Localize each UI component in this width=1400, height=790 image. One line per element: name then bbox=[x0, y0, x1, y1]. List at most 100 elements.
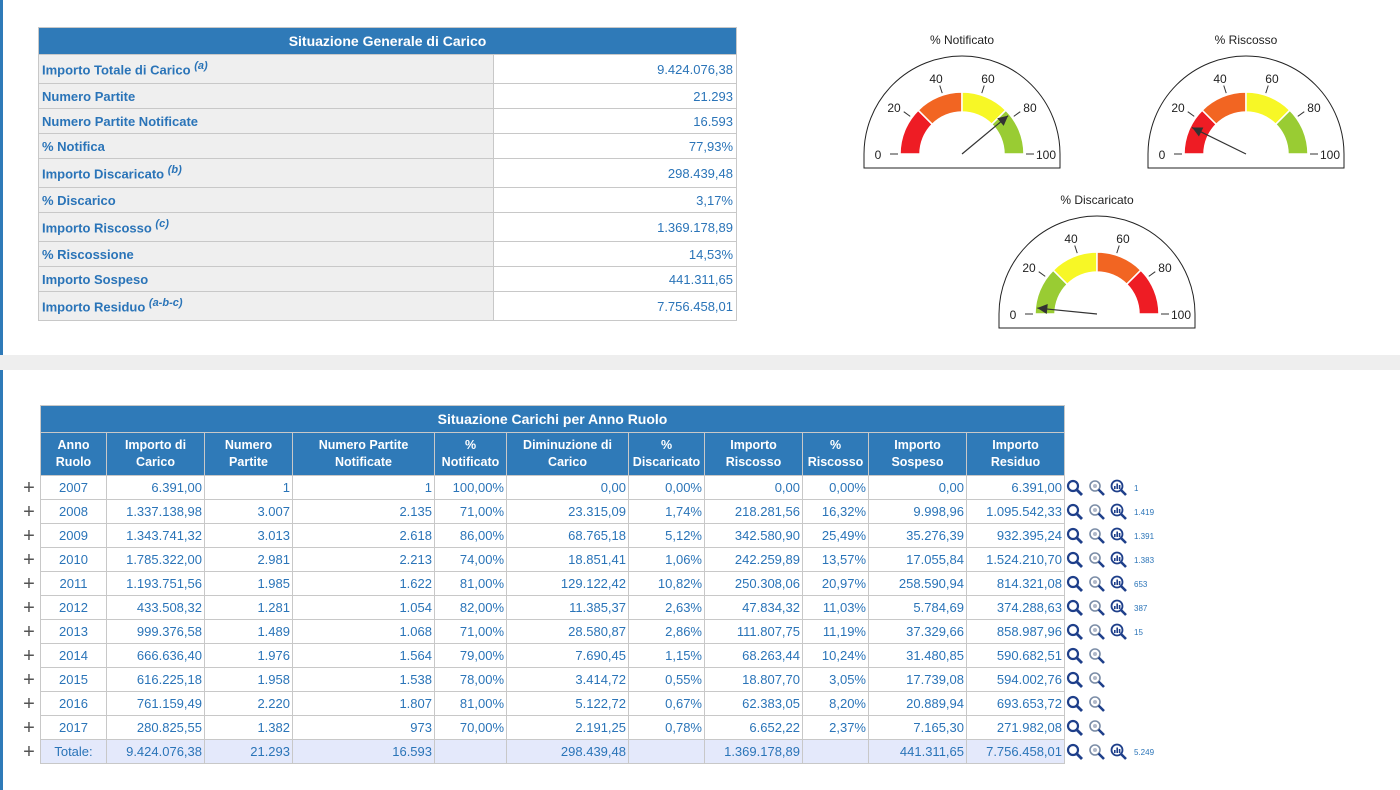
column-header[interactable]: Numero Partite bbox=[204, 432, 293, 476]
zoom-detail-icon[interactable] bbox=[1088, 551, 1106, 569]
magnifier-icon[interactable] bbox=[1066, 575, 1084, 593]
plus-icon[interactable]: + bbox=[23, 549, 35, 571]
plus-icon[interactable]: + bbox=[23, 477, 35, 499]
year-cell: 2011 bbox=[40, 571, 107, 596]
column-header[interactable]: Importo Sospeso bbox=[868, 432, 967, 476]
row-action-icons: 1.383 bbox=[1066, 548, 1154, 572]
magnifier-icon[interactable] bbox=[1066, 743, 1084, 761]
table-cell: 590.682,51 bbox=[966, 643, 1065, 668]
year-cell: 2014 bbox=[40, 643, 107, 668]
table-cell bbox=[434, 739, 507, 764]
table-cell: 1.068 bbox=[292, 619, 435, 644]
chart-magnifier-icon[interactable] bbox=[1110, 623, 1128, 641]
gauge-needle-head bbox=[1192, 127, 1204, 137]
plus-icon[interactable]: + bbox=[23, 597, 35, 619]
zoom-detail-icon[interactable] bbox=[1088, 503, 1106, 521]
table-cell: 2,63% bbox=[628, 595, 705, 620]
plus-icon[interactable]: + bbox=[23, 501, 35, 523]
zoom-detail-icon[interactable] bbox=[1088, 647, 1106, 665]
table-cell: 1 bbox=[204, 475, 293, 500]
zoom-detail-icon[interactable] bbox=[1088, 671, 1106, 689]
table-cell: 2.981 bbox=[204, 547, 293, 572]
gauge-tick bbox=[1013, 111, 1021, 117]
magnifier-icon[interactable] bbox=[1066, 695, 1084, 713]
table-cell: 11.385,37 bbox=[506, 595, 629, 620]
table-cell: 1.281 bbox=[204, 595, 293, 620]
zoom-detail-icon[interactable] bbox=[1088, 527, 1106, 545]
plus-icon[interactable]: + bbox=[23, 645, 35, 667]
column-header[interactable]: Importo Residuo bbox=[966, 432, 1065, 476]
summary-label: Importo Discaricato (b) bbox=[38, 158, 494, 188]
chart-magnifier-icon[interactable] bbox=[1110, 527, 1128, 545]
table-cell: 18.851,41 bbox=[506, 547, 629, 572]
zoom-detail-icon[interactable] bbox=[1088, 479, 1106, 497]
plus-icon[interactable]: + bbox=[23, 573, 35, 595]
plus-icon[interactable]: + bbox=[23, 693, 35, 715]
chart-magnifier-icon[interactable] bbox=[1110, 479, 1128, 497]
table-cell: 86,00% bbox=[434, 523, 507, 548]
chart-magnifier-icon[interactable] bbox=[1110, 503, 1128, 521]
magnifier-icon[interactable] bbox=[1066, 647, 1084, 665]
plus-icon[interactable]: + bbox=[23, 741, 35, 763]
magnifier-icon[interactable] bbox=[1066, 719, 1084, 737]
record-count: 653 bbox=[1134, 579, 1148, 589]
table-row: 2017 280.825,55 1.382 973 70,00% 2.191,25 0,78… bbox=[40, 715, 1065, 740]
magnifier-icon[interactable] bbox=[1066, 599, 1084, 617]
summary-value: 77,93% bbox=[493, 133, 737, 159]
plus-icon[interactable]: + bbox=[23, 525, 35, 547]
table-cell: 932.395,24 bbox=[966, 523, 1065, 548]
table-cell: 37.329,66 bbox=[868, 619, 967, 644]
table-cell: 1.369.178,89 bbox=[704, 739, 803, 764]
column-header[interactable]: % Notificato bbox=[434, 432, 507, 476]
column-header[interactable]: Importo Riscosso bbox=[704, 432, 803, 476]
table-cell: 298.439,48 bbox=[506, 739, 629, 764]
table-cell: 17.055,84 bbox=[868, 547, 967, 572]
section-separator bbox=[0, 355, 1400, 370]
magnifier-icon[interactable] bbox=[1066, 671, 1084, 689]
magnifier-icon[interactable] bbox=[1066, 551, 1084, 569]
table-cell: 5.122,72 bbox=[506, 691, 629, 716]
zoom-detail-icon[interactable] bbox=[1088, 623, 1106, 641]
gauge-tick-label: 100 bbox=[1036, 148, 1056, 162]
magnifier-icon[interactable] bbox=[1066, 503, 1084, 521]
gauge-needle bbox=[1191, 127, 1247, 155]
summary-row: Importo Residuo (a-b-c) 7.756.458,01 bbox=[38, 291, 737, 321]
magnifier-icon[interactable] bbox=[1066, 623, 1084, 641]
table-cell: 1,15% bbox=[628, 643, 705, 668]
plus-icon[interactable]: + bbox=[23, 717, 35, 739]
zoom-detail-icon[interactable] bbox=[1088, 719, 1106, 737]
column-header[interactable]: Importo di Carico bbox=[106, 432, 205, 476]
summary-value: 441.311,65 bbox=[493, 266, 737, 292]
gauge-dial: 0 20 40 60 80 100 bbox=[998, 215, 1196, 329]
table-cell: 1.976 bbox=[204, 643, 293, 668]
record-count: 15 bbox=[1134, 627, 1143, 637]
row-action-icons bbox=[1066, 692, 1110, 716]
column-header[interactable]: Numero Partite Notificate bbox=[292, 432, 435, 476]
record-count: 1 bbox=[1134, 483, 1139, 493]
gauge-needle bbox=[961, 115, 1009, 155]
plus-icon[interactable]: + bbox=[23, 669, 35, 691]
column-header[interactable]: % Discaricato bbox=[628, 432, 705, 476]
gauge-tick-label: 60 bbox=[1265, 72, 1279, 86]
column-header[interactable]: % Riscosso bbox=[802, 432, 869, 476]
table-row: 2011 1.193.751,56 1.985 1.622 81,00% 129.122,… bbox=[40, 571, 1065, 596]
zoom-detail-icon[interactable] bbox=[1088, 743, 1106, 761]
chart-magnifier-icon[interactable] bbox=[1110, 575, 1128, 593]
chart-magnifier-icon[interactable] bbox=[1110, 743, 1128, 761]
zoom-detail-icon[interactable] bbox=[1088, 599, 1106, 617]
zoom-detail-icon[interactable] bbox=[1088, 695, 1106, 713]
gauge-tick bbox=[1265, 85, 1269, 94]
table-cell: 2.220 bbox=[204, 691, 293, 716]
chart-magnifier-icon[interactable] bbox=[1110, 551, 1128, 569]
gauge-tick bbox=[1187, 111, 1195, 117]
zoom-detail-icon[interactable] bbox=[1088, 575, 1106, 593]
magnifier-icon[interactable] bbox=[1066, 479, 1084, 497]
summary-footnote: (a) bbox=[194, 60, 208, 73]
row-action-icons bbox=[1066, 668, 1110, 692]
magnifier-icon[interactable] bbox=[1066, 527, 1084, 545]
column-header[interactable]: Diminuzione di Carico bbox=[506, 432, 629, 476]
column-header[interactable]: Anno Ruolo bbox=[40, 432, 107, 476]
plus-icon[interactable]: + bbox=[23, 621, 35, 643]
table-cell: 1.343.741,32 bbox=[106, 523, 205, 548]
chart-magnifier-icon[interactable] bbox=[1110, 599, 1128, 617]
